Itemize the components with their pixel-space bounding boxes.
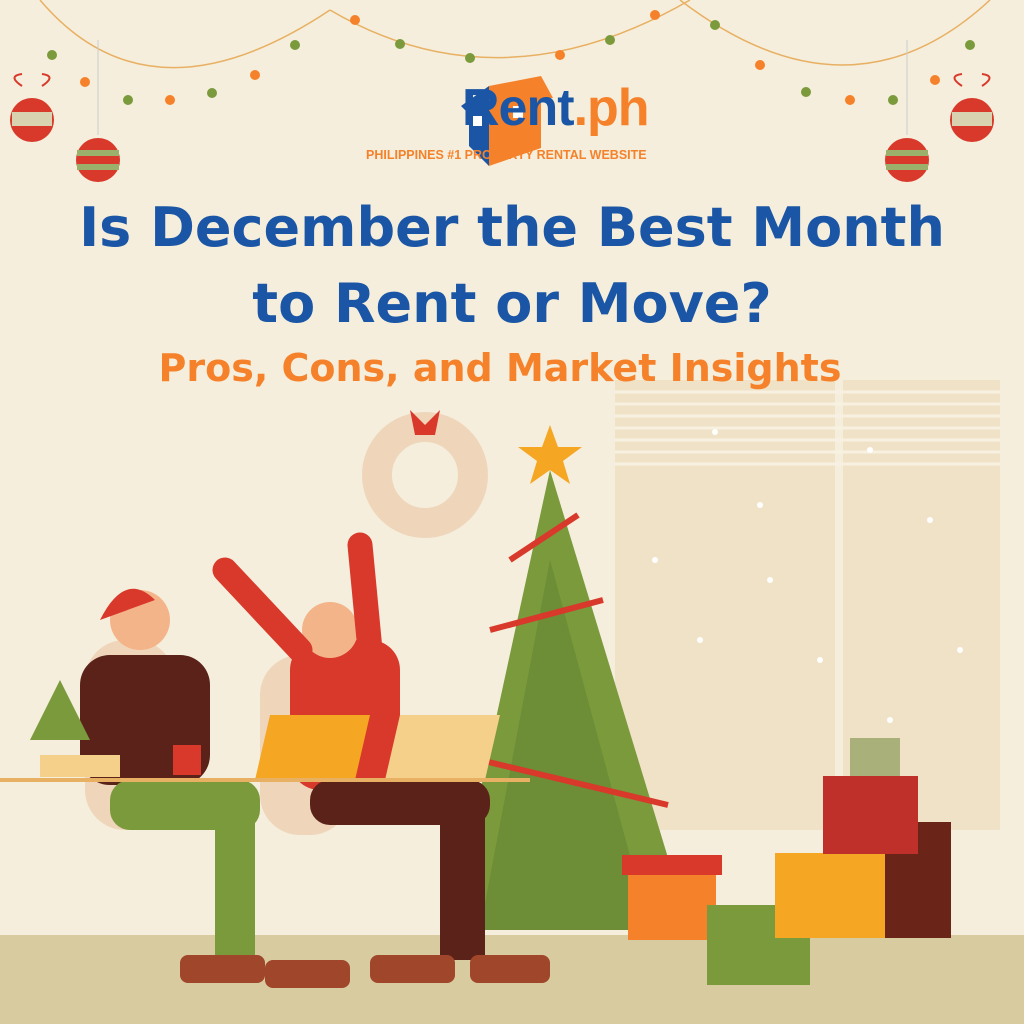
brand-name-ph: .ph	[573, 79, 650, 137]
headline-line-1: Is December the Best Month	[79, 196, 945, 259]
rent-ph-logo-house-icon	[461, 76, 553, 166]
ornament-left-1	[10, 73, 54, 142]
ornament-right-2	[950, 73, 994, 142]
ornament-left-2	[76, 40, 120, 182]
people-at-desk	[0, 532, 550, 988]
gift-boxes	[622, 738, 951, 985]
brand-name: Rent.ph	[462, 78, 650, 138]
headline: Is December the Best Month to Rent or Mo…	[0, 190, 1024, 342]
garland-bulbs	[47, 10, 975, 105]
garland-lights	[39, 0, 991, 69]
headline-line-2: to Rent or Move?	[252, 272, 772, 335]
snowy-window	[615, 380, 1000, 830]
ornament-right-1	[885, 40, 929, 182]
wreath	[362, 410, 488, 538]
subheadline: Pros, Cons, and Market Insights	[158, 346, 842, 390]
christmas-tree	[450, 425, 690, 930]
star-icon	[518, 425, 582, 484]
brand-tagline: PHILIPPINES #1 PROPERTY RENTAL WEBSITE	[366, 148, 647, 162]
brand-name-rent: Rent	[462, 79, 575, 137]
